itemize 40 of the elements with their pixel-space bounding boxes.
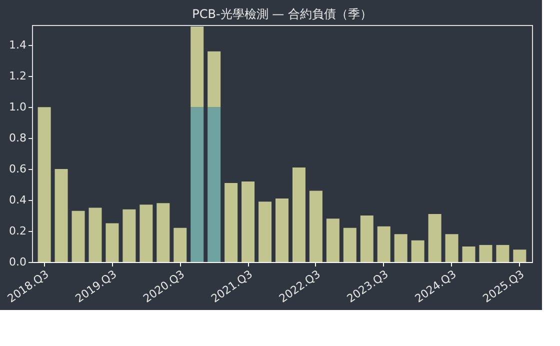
y-tick-label: 1.0	[9, 100, 26, 114]
bar	[428, 214, 442, 262]
bar	[54, 169, 68, 262]
bar	[174, 228, 187, 262]
bar	[513, 250, 526, 262]
bar	[309, 190, 322, 262]
bar	[208, 51, 221, 108]
bar	[445, 234, 458, 262]
bar	[140, 204, 153, 262]
bar	[122, 209, 136, 262]
bar	[496, 244, 510, 262]
bar	[258, 202, 272, 262]
bar	[224, 183, 238, 262]
y-tick-label: 0.2	[9, 224, 26, 238]
bar	[394, 234, 408, 262]
y-tick-label: 0.8	[9, 132, 26, 145]
bar	[156, 203, 170, 262]
bar	[479, 244, 492, 262]
bar	[106, 223, 119, 262]
y-tick-label: 0.0	[9, 256, 26, 268]
bar	[292, 168, 306, 262]
bar	[208, 107, 221, 262]
bar	[242, 181, 255, 262]
bar	[462, 246, 476, 262]
bar	[190, 26, 204, 108]
bar	[326, 218, 340, 262]
y-tick-label: 1.2	[9, 70, 26, 83]
bar	[377, 226, 390, 262]
bar	[72, 210, 85, 262]
bar	[343, 228, 356, 262]
bar	[38, 107, 51, 262]
y-tick-label: 1.4	[9, 38, 26, 52]
bar	[276, 198, 288, 262]
bar	[411, 240, 424, 262]
bar	[360, 216, 374, 262]
bar	[88, 208, 102, 262]
y-tick-label: 0.4	[9, 194, 26, 207]
bar	[190, 107, 204, 262]
chart-title: PCB-光學檢測 — 合約負債（季）	[192, 7, 372, 21]
y-tick-label: 0.6	[9, 162, 26, 176]
